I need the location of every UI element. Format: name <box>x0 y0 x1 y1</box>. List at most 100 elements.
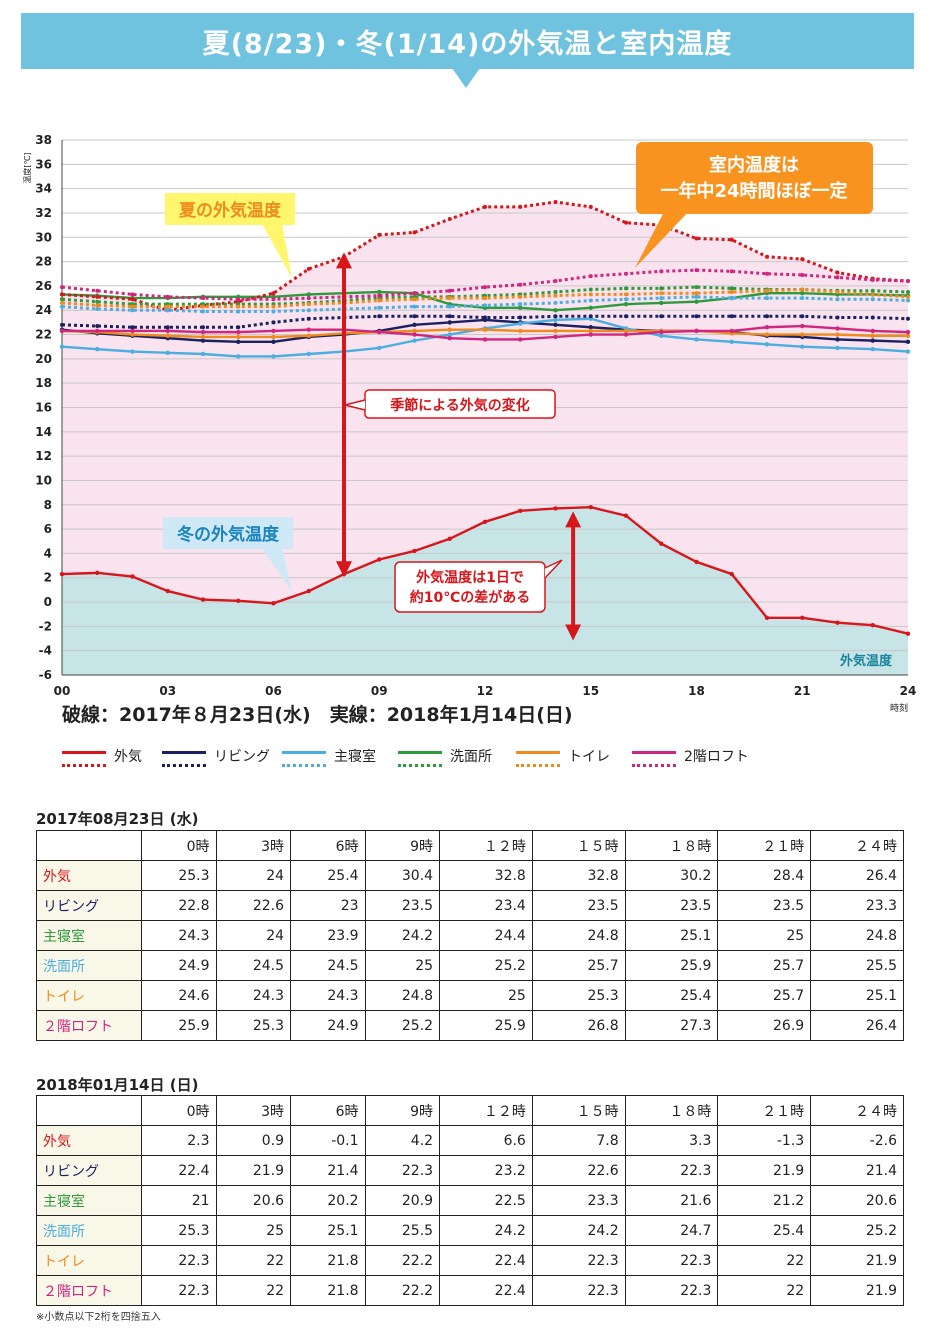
summer-series-point <box>377 305 382 310</box>
table-cell: 32.8 <box>439 860 533 891</box>
table-column-header: 6時 <box>290 830 366 861</box>
table-row: 主寝室 24.3 24 23.9 24.2 24.4 24.8 25.1 25 24.8 <box>36 920 904 951</box>
winter-series-point <box>659 329 664 335</box>
winter-series-point <box>236 598 241 604</box>
summer-series-point <box>447 314 452 319</box>
winter-series-point <box>95 570 100 576</box>
table-cell: 21.9 <box>810 1275 904 1306</box>
table-cell: -0.1 <box>290 1125 366 1156</box>
table-cell: 20.2 <box>290 1185 366 1216</box>
summer-series-point <box>553 314 558 319</box>
table-cell: 25.4 <box>624 980 719 1011</box>
winter-series-point <box>59 344 65 349</box>
table-cell: 23.5 <box>364 890 441 921</box>
x-tick-label: 21 <box>794 684 811 698</box>
table-cell: 25.2 <box>810 1215 904 1246</box>
summer-series-point <box>306 266 311 271</box>
y-tick-label: 6 <box>44 522 52 536</box>
summer-series-point <box>483 285 487 290</box>
daily-callout-line2: 約10℃の差がある <box>410 589 530 606</box>
table-cell: 21.8 <box>290 1245 366 1276</box>
winter-series-point <box>412 548 417 554</box>
winter-series-point <box>447 335 452 341</box>
table-cell: 24.8 <box>531 920 626 951</box>
indoor-callout-line2: 一年中24時間ほぼ一定 <box>660 180 847 202</box>
summer-series-point <box>588 204 593 209</box>
summer-series-point <box>553 279 558 284</box>
table-cell: 25.5 <box>810 950 904 981</box>
summer-series-point <box>306 316 311 321</box>
summer-series-point <box>553 200 558 205</box>
summer-series-point <box>870 277 875 282</box>
winter-series-point <box>518 508 523 514</box>
table-row-label: 主寝室 <box>36 920 142 951</box>
legend-swatch-dashed <box>398 764 442 767</box>
summer-series-point <box>659 286 664 291</box>
summer-series-point <box>518 315 523 320</box>
winter-series-point <box>306 351 311 357</box>
winter-series-point <box>236 334 241 340</box>
table-cell: 25 <box>364 950 441 981</box>
table-cell: 23.3 <box>810 890 904 921</box>
winter-series-point <box>764 342 770 347</box>
table-cell: 22.3 <box>531 1275 626 1306</box>
summer-series-point <box>694 291 699 296</box>
summer-series-point <box>483 315 487 320</box>
table-cell: 30.2 <box>624 860 719 891</box>
winter-label: 冬の外気温度 <box>177 524 280 545</box>
winter-series-point <box>870 346 875 352</box>
table-header-row: 0時 3時 6時 9時 １２時 １５時 １８時 ２１時 ２４時 <box>36 1095 904 1126</box>
x-tick-label: 18 <box>688 684 705 698</box>
table-row: ２階ロフト 25.9 25.3 24.9 25.2 25.9 26.8 27.3 26.9 26.… <box>36 1010 904 1041</box>
table-cell: 24.9 <box>141 950 217 981</box>
daily-callout-line1: 外気温度は1日で <box>416 569 524 586</box>
winter-series-point <box>800 291 805 296</box>
table-cell: 20.6 <box>215 1185 292 1216</box>
winter-series-point <box>764 332 770 337</box>
table-cell: 26.4 <box>810 1010 904 1041</box>
winter-series-point <box>835 345 840 351</box>
winter-series-point <box>412 322 417 328</box>
summer-series-point <box>870 292 875 297</box>
y-tick-label: 26 <box>35 279 52 293</box>
page-title: 夏(8/23)・冬(1/14)の外気温と室内温度 <box>202 28 733 60</box>
summer-series-point <box>624 297 628 302</box>
summer-series-point <box>870 288 875 293</box>
summer-series-point <box>624 292 628 297</box>
summer-series-point <box>835 270 840 275</box>
summer-label-pointer <box>262 224 292 278</box>
y-tick-label: 0 <box>44 595 52 609</box>
table-row-label: 外気 <box>36 860 142 891</box>
summer-series-point <box>694 236 699 241</box>
summer-series-point <box>800 257 805 262</box>
summer-series-point <box>165 304 170 309</box>
summer-series-point <box>60 285 64 290</box>
table-cell: 24.2 <box>531 1215 626 1246</box>
summer-series-point <box>271 291 276 296</box>
summer-series-point <box>236 309 241 314</box>
table-column-header: 9時 <box>364 1095 441 1126</box>
table-cell: 4.2 <box>364 1125 441 1156</box>
winter-series-point <box>729 328 734 334</box>
summer-series-point <box>377 232 382 237</box>
summer-series-point <box>835 289 840 294</box>
winter-series-point <box>553 322 558 328</box>
indoor-callout-box <box>636 142 873 214</box>
summer-series-point <box>588 314 593 319</box>
summer-series-point <box>588 287 593 292</box>
table-cell: 22.3 <box>624 1245 719 1276</box>
legend-swatch-dashed <box>282 764 326 767</box>
y-tick-label: 36 <box>35 157 52 171</box>
temperature-chart: 38363432302826242220181614121086420-2-4-… <box>22 133 916 714</box>
table-cell: 25.3 <box>215 1010 292 1041</box>
table-cell: 25.1 <box>624 920 719 951</box>
table-row-label: リビング <box>36 1155 142 1186</box>
summer-series-point <box>694 314 699 319</box>
y-tick-label: 30 <box>35 230 52 244</box>
table-cell: 22.5 <box>439 1185 533 1216</box>
table-column-header: １８時 <box>624 830 719 861</box>
table-column-header: １５時 <box>531 1095 626 1126</box>
table-row: 洗面所 25.3 25 25.1 25.5 24.2 24.2 24.7 25.4 25.2 <box>36 1215 904 1246</box>
summer-series-point <box>412 314 417 319</box>
summer-label: 夏の外気温度 <box>179 200 282 221</box>
